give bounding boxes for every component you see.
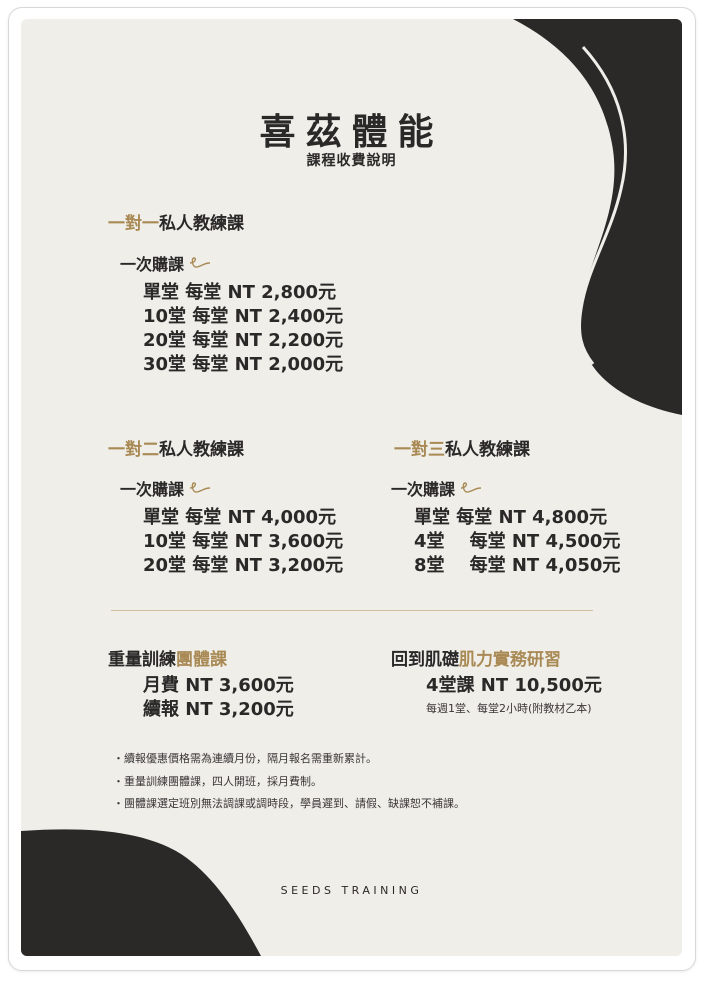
- swirl-icon: [189, 257, 211, 268]
- one-on-two-title-accent: 一對二: [108, 440, 159, 460]
- swirl-icon: [189, 482, 211, 493]
- workshop-title: 回到肌礎肌力實務研習: [391, 645, 561, 670]
- one-on-one-price-list: 單堂 每堂 NT 2,800元 10堂 每堂 NT 2,400元 20堂 每堂 …: [143, 281, 343, 377]
- one-on-three-title-accent: 一對三: [394, 440, 445, 460]
- footer-brand: SEEDS TRAINING: [280, 884, 423, 897]
- price-row: 單堂 每堂 NT 2,800元: [143, 282, 337, 303]
- group-class-title: 重量訓練團體課: [108, 645, 227, 670]
- one-on-one-buy-label: 一次購課: [120, 251, 211, 275]
- decorative-shapes: [21, 19, 682, 956]
- one-on-three-price-list: 單堂 每堂 NT 4,800元 4堂 每堂 NT 4,500元 8堂 每堂 NT…: [414, 506, 620, 578]
- price-row: 4堂課 NT 10,500元: [426, 675, 602, 696]
- group-class-title-plain: 重量訓練: [108, 650, 176, 670]
- one-on-two-buy-label: 一次購課: [120, 476, 211, 500]
- workshop-title-plain: 回到肌礎: [391, 650, 459, 670]
- price-row: 10堂 每堂 NT 2,400元: [143, 306, 344, 327]
- page-subtitle: 課程收費說明: [306, 153, 397, 169]
- price-row: 月費 NT 3,600元: [143, 675, 294, 696]
- page-title: 喜茲體能: [259, 112, 444, 153]
- one-on-two-price-list: 單堂 每堂 NT 4,000元 10堂 每堂 NT 3,600元 20堂 每堂 …: [143, 506, 343, 578]
- price-poster: 喜茲體能 課程收費說明 一對一私人教練課 一次購課 單堂 每堂 NT 2,800…: [21, 19, 682, 956]
- price-row: 30堂 每堂 NT 2,000元: [143, 354, 344, 375]
- group-class-price-list: 月費 NT 3,600元 續報 NT 3,200元: [143, 674, 294, 722]
- swirl-icon: [460, 482, 482, 493]
- one-on-two-title-rest: 私人教練課: [159, 440, 244, 460]
- one-on-three-title-rest: 私人教練課: [445, 440, 530, 460]
- one-on-one-title: 一對一私人教練課: [108, 209, 244, 234]
- one-on-one-title-rest: 私人教練課: [159, 214, 244, 234]
- workshop-note: 每週1堂、每堂2小時(附教材乙本): [426, 702, 592, 715]
- top-right-wave-shape: [513, 19, 682, 415]
- price-row: 20堂 每堂 NT 3,200元: [143, 555, 344, 576]
- workshop-title-accent: 肌力實務研習: [459, 650, 561, 670]
- price-row: 8堂 每堂 NT 4,050元: [414, 555, 621, 576]
- note-item: ・團體課選定班別無法調課或調時段，學員遲到、請假、缺課恕不補課。: [113, 797, 465, 810]
- one-on-three-title: 一對三私人教練課: [394, 435, 530, 460]
- top-right-wave-line: [578, 45, 627, 365]
- price-row: 單堂 每堂 NT 4,000元: [143, 507, 337, 528]
- bottom-left-wave-shape: [21, 829, 261, 956]
- note-item: ・續報優惠價格需為連續月份，隔月報名需重新累計。: [113, 752, 377, 765]
- one-on-two-title: 一對二私人教練課: [108, 435, 244, 460]
- group-class-title-accent: 團體課: [176, 650, 227, 670]
- price-row: 4堂 每堂 NT 4,500元: [414, 531, 621, 552]
- price-row: 10堂 每堂 NT 3,600元: [143, 531, 344, 552]
- buy-label-text: 一次購課: [391, 480, 456, 499]
- price-row: 20堂 每堂 NT 2,200元: [143, 330, 344, 351]
- buy-label-text: 一次購課: [120, 480, 185, 499]
- workshop-price: 4堂課 NT 10,500元: [426, 674, 602, 698]
- section-divider: [111, 610, 593, 611]
- note-item: ・重量訓練團體課，四人開班，採月費制。: [113, 774, 322, 788]
- price-row: 單堂 每堂 NT 4,800元: [414, 507, 608, 528]
- one-on-one-title-accent: 一對一: [108, 214, 159, 234]
- terms-notes: ・續報優惠價格需為連續月份，隔月報名需重新累計。 ・重量訓練團體課，四人開班，採…: [113, 748, 465, 816]
- one-on-three-buy-label: 一次購課: [391, 476, 482, 500]
- price-row: 續報 NT 3,200元: [143, 699, 294, 720]
- buy-label-text: 一次購課: [120, 255, 185, 274]
